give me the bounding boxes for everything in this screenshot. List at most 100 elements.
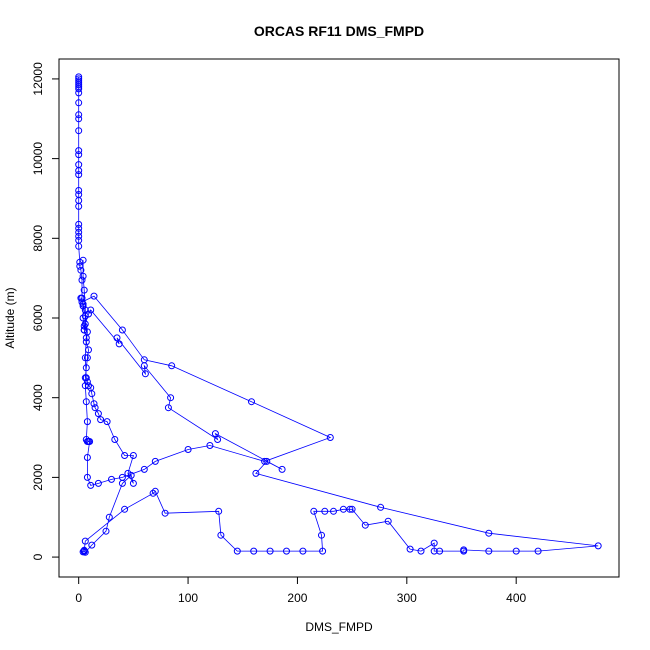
data-point [108,475,115,483]
data-point [121,505,129,513]
data-point [75,171,83,179]
y-axis: 0 2000 4000 6000 8000 10000 12000 [31,62,60,560]
data-point [485,547,493,555]
y-tick-label: 8000 [31,225,45,252]
data-point [430,547,438,555]
data-point [252,469,260,477]
data-point [348,505,356,513]
data-point [263,457,271,465]
series-layer [75,73,602,556]
data-point [184,446,192,453]
data-point [283,547,290,555]
data-point [83,354,91,362]
data-point [460,546,468,554]
data-point [88,541,96,549]
data-point [115,340,123,348]
x-axis-label: DMS_FMPD [305,620,373,634]
data-point [118,473,126,481]
data-point [94,410,102,418]
data-point [151,487,159,495]
data-point [129,452,137,459]
data-point [103,418,111,426]
x-tick-label: 200 [287,591,307,605]
data-point [87,306,95,314]
data-point [118,326,126,334]
data-point [85,382,92,390]
data-point [81,382,89,390]
data-point [83,454,91,461]
data-point [121,452,129,459]
data-point [76,262,84,270]
data-point [75,151,83,159]
data-point [79,314,87,322]
data-point [149,489,157,497]
data-point [384,517,392,525]
data-point [319,547,327,555]
data-point [82,364,90,372]
data-point [79,256,87,264]
data-point [168,362,176,370]
data-point [105,513,113,521]
data-point [79,548,87,556]
y-tick-label: 0 [31,553,45,560]
data-point [233,547,241,555]
data-point [75,167,83,175]
data-point [85,438,92,445]
data-point [113,334,121,342]
data-point [141,370,149,378]
data-point [88,390,96,398]
data-point [90,400,98,408]
data-point [80,286,88,294]
data-point [75,99,83,107]
data-point [80,326,88,334]
data-point [75,224,83,232]
data-point [79,302,87,310]
data-point [140,356,148,364]
data-point [406,545,414,553]
data-point [83,378,91,386]
data-point [326,434,334,441]
data-point [82,398,90,406]
data-point [75,242,83,250]
data-point [102,527,110,535]
data-point [75,202,83,210]
data-point [417,547,425,555]
data-point [91,404,99,412]
data-point [330,507,337,515]
data-point [361,521,369,529]
data-point [310,507,318,515]
data-point [164,404,172,412]
data-point [377,503,385,511]
data-point [75,187,83,194]
data-point [278,465,286,473]
x-tick-label: 100 [178,591,198,605]
data-point [75,220,83,228]
data-point [430,539,438,547]
data-point [129,479,137,487]
data-point [77,294,85,302]
data-point [78,298,86,306]
data-point [80,547,88,555]
data-point [79,272,87,280]
x-tick-label: 400 [506,591,526,605]
data-point [87,481,95,489]
data-point [75,85,83,93]
data-point [75,111,83,119]
data-point [78,276,86,284]
data-point [127,471,135,479]
data-point [85,346,92,354]
data-point [151,457,159,465]
data-point [77,266,85,274]
data-point [75,81,83,89]
data-point [140,465,148,473]
chart-title: ORCAS RF11 DMS_FMPD [254,23,424,39]
data-point [94,479,102,487]
data-point [261,457,269,465]
data-point [346,505,354,513]
data-point [75,232,83,240]
data-point [167,394,175,402]
data-point [211,430,219,438]
data-point [215,507,223,515]
data-point [250,547,258,555]
